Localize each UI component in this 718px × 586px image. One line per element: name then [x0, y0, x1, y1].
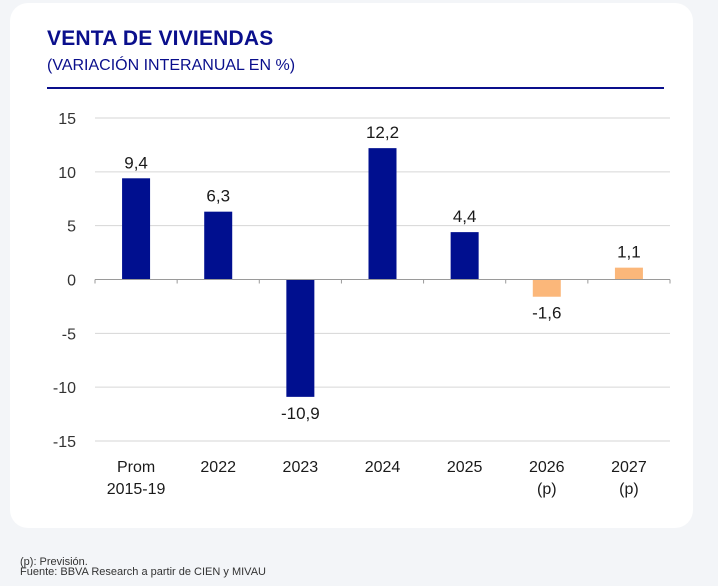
labels: 15 10 5 0 -5 -10 -15 9,4 Prom 2015-19 6,3 2022 -10,9…: [53, 111, 647, 498]
x-tick-label: 2022: [200, 459, 236, 476]
y-tick-label: -10: [53, 380, 76, 397]
y-tick-label: -5: [62, 326, 76, 343]
data-label: 9,4: [124, 153, 148, 172]
x-tick-label: Prom: [117, 459, 155, 476]
bar: [122, 178, 151, 280]
data-label: -10,9: [281, 404, 320, 423]
data-label: -1,6: [532, 304, 561, 323]
x-tick-label: 2015-19: [107, 481, 166, 498]
source-note: Fuente: BBVA Research a partir de CIEN y…: [20, 566, 266, 578]
axes: [94, 279, 671, 284]
bar: [614, 267, 643, 280]
x-tick-label: 2023: [283, 459, 319, 476]
x-tick-label: 2024: [365, 459, 401, 476]
x-tick-label: 2027: [611, 459, 647, 476]
chart-title: VENTA DE VIVIENDAS: [47, 27, 274, 50]
y-tick-label: -15: [53, 434, 76, 451]
y-tick-label: 5: [67, 219, 76, 236]
data-label: 4,4: [453, 207, 477, 226]
bar: [450, 232, 479, 280]
y-tick-label: 15: [58, 111, 76, 128]
x-tick-label: (p): [537, 481, 557, 498]
x-tick-label: 2026: [529, 459, 565, 476]
y-tick-label: 0: [67, 273, 76, 290]
data-label: 1,1: [617, 243, 641, 262]
bar: [286, 279, 315, 397]
y-tick-label: 10: [58, 165, 76, 182]
x-tick-label: 2025: [447, 459, 483, 476]
bar: [368, 148, 397, 280]
chart-subtitle: (VARIACIÓN INTERANUAL EN %): [47, 57, 296, 74]
bar: [532, 279, 561, 297]
forecast-note: (p): Previsión.: [20, 556, 88, 568]
grid-lines: [95, 117, 670, 442]
bars: [122, 148, 643, 397]
data-label: 12,2: [366, 123, 399, 142]
title-divider: [47, 87, 664, 89]
bar: [204, 211, 233, 280]
data-label: 6,3: [206, 187, 230, 206]
x-tick-label: (p): [619, 481, 639, 498]
